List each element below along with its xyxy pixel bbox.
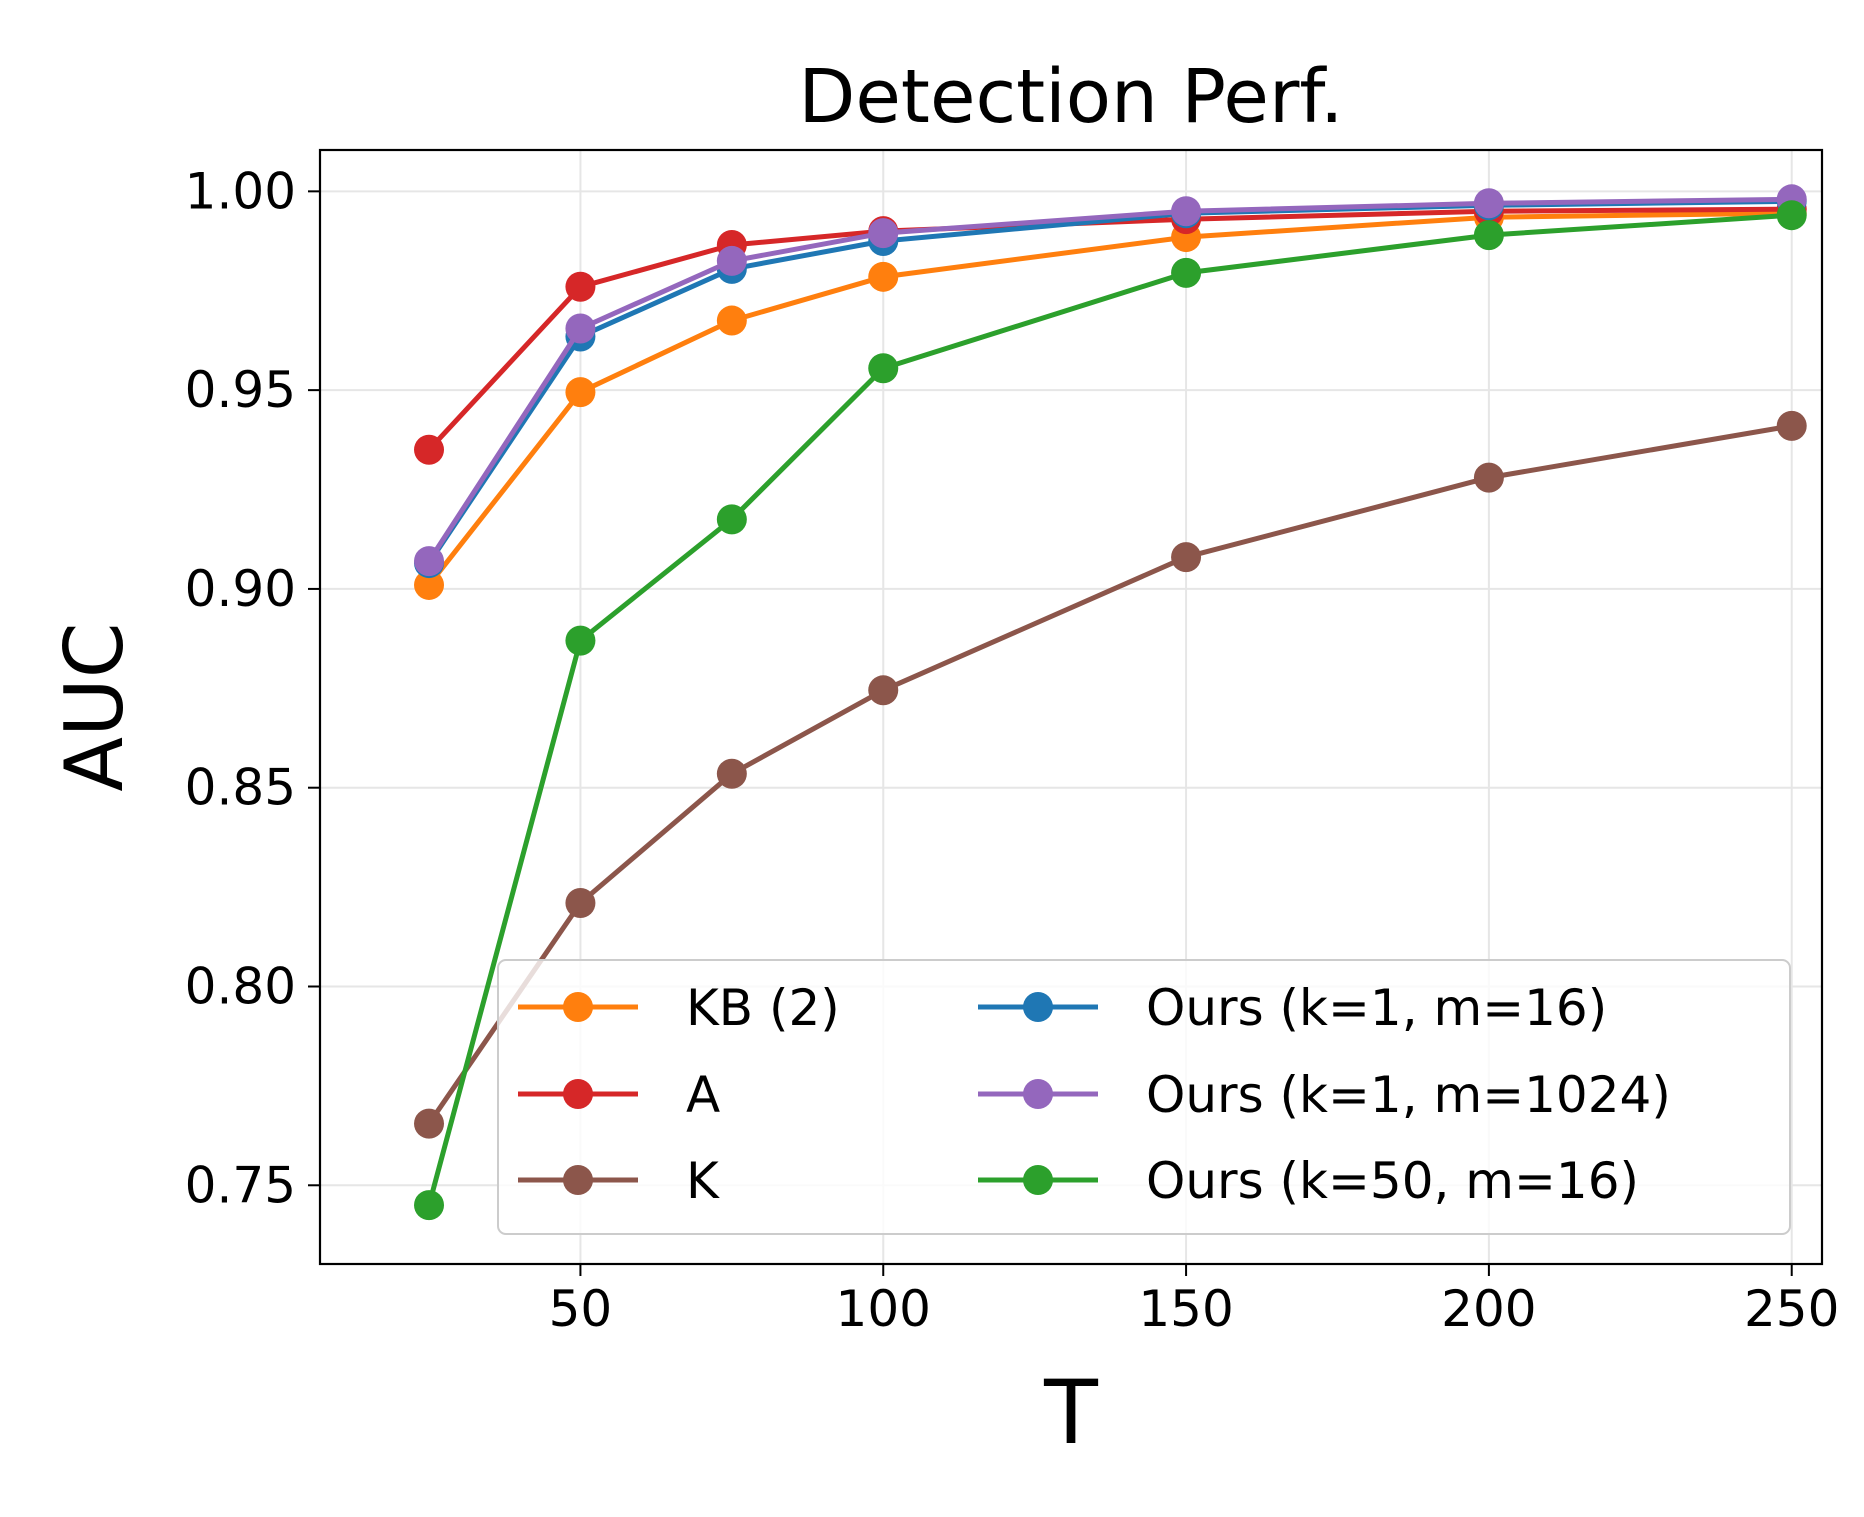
legend-label: K	[686, 1152, 720, 1210]
legend-label: Ours (k=50, m=16)	[1146, 1152, 1639, 1210]
legend-item: Ours (k=50, m=16)	[978, 1152, 1639, 1210]
legend-item: A	[518, 1066, 720, 1124]
data-point	[1473, 188, 1504, 219]
legend-label: Ours (k=1, m=16)	[1146, 979, 1607, 1037]
data-point	[565, 625, 596, 656]
x-tick-label: 200	[1441, 1280, 1536, 1338]
legend-swatch-marker	[1023, 1079, 1053, 1109]
legend-item: KB (2)	[518, 979, 840, 1037]
data-point	[414, 569, 445, 600]
data-point	[716, 245, 747, 276]
y-axis: 0.75 0.80 0.85 0.90 0.95 1.00	[185, 162, 320, 1214]
x-axis-label: T	[1043, 1361, 1099, 1464]
y-tick-label: 1.00	[185, 162, 296, 220]
y-tick-label: 0.75	[185, 1156, 296, 1214]
x-tick-label: 150	[1138, 1280, 1233, 1338]
legend-item: Ours (k=1, m=1024)	[978, 1066, 1671, 1124]
x-tick-label: 50	[549, 1280, 613, 1338]
data-point	[1473, 220, 1504, 251]
data-point	[1171, 196, 1202, 227]
y-tick-label: 0.85	[185, 759, 296, 817]
legend-swatch-marker	[1023, 992, 1053, 1022]
data-point	[565, 377, 596, 408]
legend-swatch-marker	[563, 992, 593, 1022]
data-point	[414, 1108, 445, 1139]
data-point	[868, 353, 899, 384]
data-point	[1776, 410, 1807, 441]
data-point	[414, 1190, 445, 1221]
legend-label: A	[686, 1066, 720, 1124]
data-point	[414, 434, 445, 465]
data-point	[1171, 542, 1202, 573]
data-point	[716, 504, 747, 535]
y-tick-label: 0.95	[185, 361, 296, 419]
legend-box	[497, 959, 1791, 1235]
plot-frame	[318, 148, 1824, 1266]
data-point	[565, 313, 596, 344]
grid	[320, 150, 1822, 1264]
data-point	[565, 888, 596, 919]
x-tick-label: 100	[836, 1280, 931, 1338]
legend: KB (2) AK Ours (k=1, m=16) Ours (k=1, m=102…	[497, 959, 1791, 1235]
data-point	[868, 261, 899, 292]
data-point	[414, 546, 445, 577]
series-3	[414, 410, 1807, 1139]
data-point	[1473, 462, 1504, 493]
legend-swatch-marker	[563, 1165, 593, 1195]
data-point	[716, 305, 747, 336]
chart-title: Detection Perf.	[798, 54, 1343, 140]
y-tick-label: 0.80	[185, 957, 296, 1015]
x-tick-label: 250	[1744, 1280, 1839, 1338]
data-point	[565, 271, 596, 302]
data-point	[1776, 200, 1807, 231]
legend-label: Ours (k=1, m=1024)	[1146, 1066, 1671, 1124]
series-layer	[414, 184, 1807, 1221]
legend-label: KB (2)	[686, 979, 840, 1037]
data-point	[1171, 257, 1202, 288]
series-6	[414, 200, 1807, 1221]
data-point	[716, 758, 747, 789]
data-point	[868, 675, 899, 706]
legend-swatch-marker	[563, 1079, 593, 1109]
x-axis: 50 100 150 200 250	[549, 1264, 1839, 1338]
legend-item: Ours (k=1, m=16)	[978, 979, 1607, 1037]
legend-swatch-marker	[1023, 1165, 1053, 1195]
y-axis-label: AUC	[48, 622, 141, 791]
data-point	[868, 218, 899, 249]
y-tick-label: 0.90	[185, 560, 296, 618]
legend-item: K	[518, 1152, 720, 1210]
